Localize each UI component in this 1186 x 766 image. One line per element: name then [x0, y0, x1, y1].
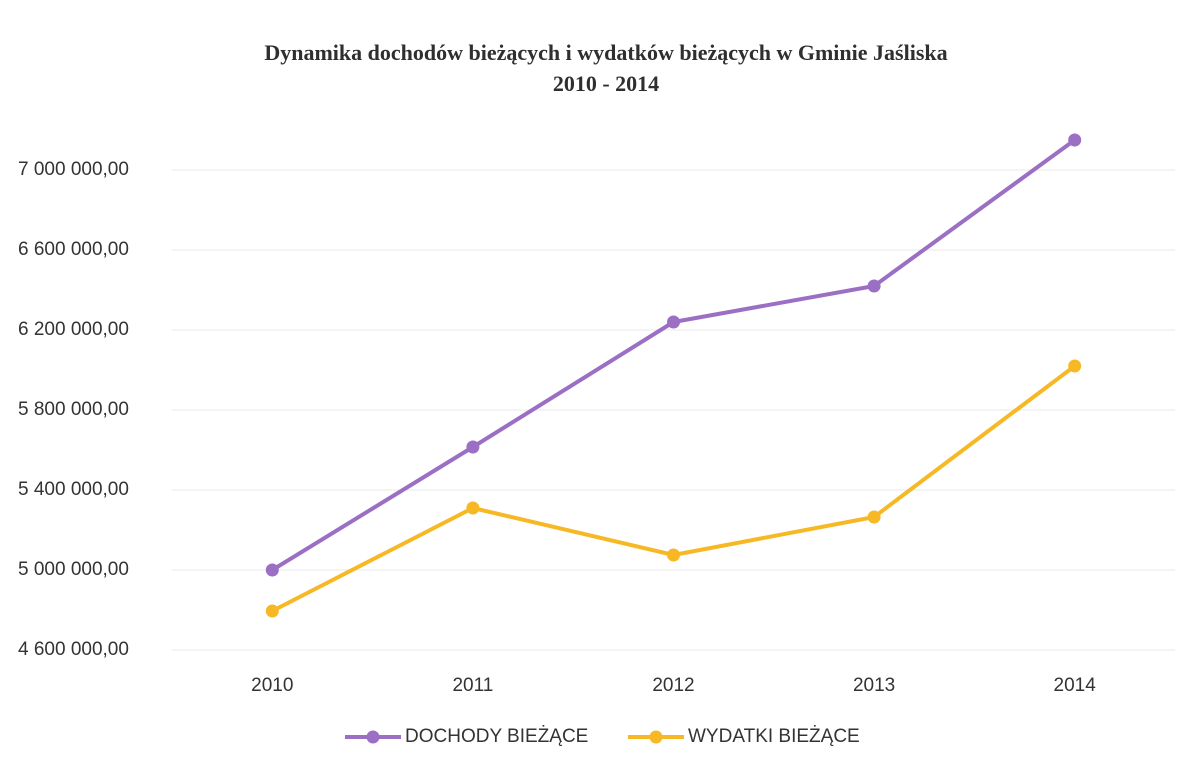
data-point: [867, 279, 881, 293]
y-tick-label: 7 000 000,00: [18, 159, 129, 180]
legend-marker: [649, 730, 663, 744]
data-point: [667, 548, 680, 562]
series-line: [271, 364, 1076, 613]
y-tick-label: 6 200 000,00: [18, 319, 129, 340]
chart-title: Dynamika dochodów bieżących i wydatków b…: [264, 40, 947, 65]
data-point: [867, 510, 881, 524]
data-point: [466, 501, 480, 515]
y-tick-label: 5 000 000,00: [18, 559, 129, 580]
x-tick-label: 2014: [1054, 675, 1097, 696]
x-tick-label: 2010: [251, 675, 293, 696]
data-point: [466, 440, 480, 454]
data-point: [667, 315, 680, 329]
series-line: [271, 138, 1076, 572]
legend-marker: [366, 730, 380, 744]
legend-label: WYDATKI BIEŻĄCE: [688, 726, 860, 747]
y-tick-label: 6 600 000,00: [18, 239, 129, 260]
y-tick-label: 4 600 000,00: [18, 639, 129, 660]
chart-subtitle: 2010 - 2014: [553, 71, 659, 96]
data-point: [1068, 133, 1082, 147]
data-point: [265, 604, 279, 618]
x-tick-label: 2013: [853, 675, 895, 696]
x-tick-label: 2012: [652, 675, 694, 696]
y-tick-label: 5 800 000,00: [18, 399, 129, 420]
y-tick-label: 5 400 000,00: [18, 479, 129, 500]
data-point: [1068, 359, 1082, 373]
data-point: [265, 563, 279, 577]
legend-label: DOCHODY BIEŻĄCE: [405, 726, 588, 747]
x-tick-label: 2011: [452, 675, 493, 696]
